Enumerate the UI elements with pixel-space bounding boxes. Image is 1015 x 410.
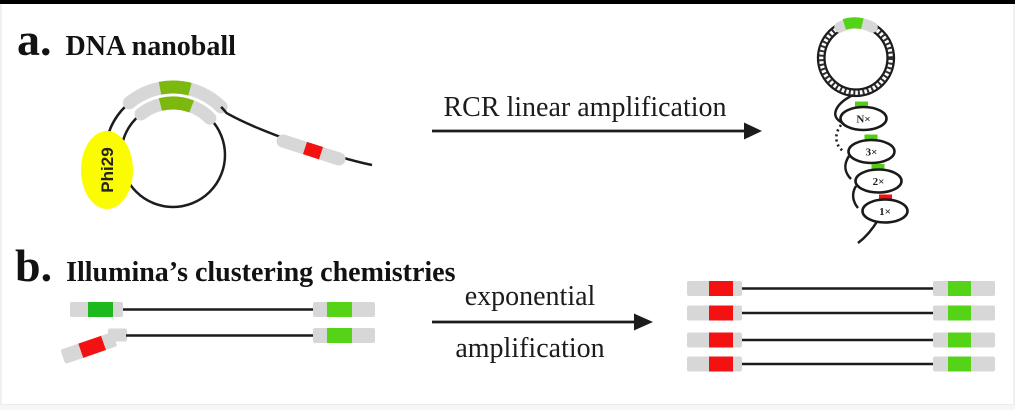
panel-b-name: Illumina’s clustering chemistries <box>66 257 456 288</box>
connector-2x-1x <box>851 185 859 209</box>
input-fragment-2 <box>60 328 375 364</box>
prod4-red-adapter <box>709 356 733 372</box>
illumina-input-fragments <box>60 302 375 364</box>
prod2-green-adapter <box>948 305 971 321</box>
connector-dotted <box>835 124 844 153</box>
tail-adapter-red-site <box>302 141 324 160</box>
frag1-dark-green-adapter <box>88 302 113 317</box>
panel-b-title: b. Illumina’s clustering chemistries <box>15 243 455 289</box>
loop-nx-green-tick <box>855 101 868 107</box>
loop-nx: N× <box>839 101 888 132</box>
loop-2x-ellipse <box>854 168 903 194</box>
loop-2x-green-tick <box>871 164 885 170</box>
prod2-red-adapter <box>709 305 733 321</box>
frag1-bright-green-adapter <box>327 302 352 317</box>
frag2-hinge-cap <box>108 328 127 342</box>
panel-b-letter: b. <box>15 240 53 291</box>
loop-3x-ellipse <box>847 138 896 165</box>
product-fragment-3 <box>687 332 995 348</box>
loop-1x-ellipse <box>861 198 909 224</box>
exp-arrow-label-bottom: amplification <box>455 333 604 364</box>
nanoball-outer-ring <box>816 18 896 98</box>
illumina-product-fragments <box>687 281 995 372</box>
prod3-green-adapter <box>948 332 971 348</box>
connector-3x-2x <box>844 155 852 180</box>
frag2-bent-end <box>60 332 117 364</box>
exp-arrow-head <box>634 313 653 331</box>
phi29-enzyme <box>81 131 133 209</box>
product-fragment-4 <box>687 356 995 372</box>
dna-nanoball-template: Phi29 <box>81 80 373 209</box>
prod4-green-adapter <box>948 356 971 372</box>
frag2-bright-green-adapter <box>327 328 352 343</box>
frame-bottom-edge <box>0 404 1015 410</box>
loop-1x-red-tick <box>879 194 892 200</box>
rcr-arrow-label: RCR linear amplification <box>443 92 726 123</box>
strand-tail <box>220 106 373 167</box>
phi29-label: Phi29 <box>98 147 117 192</box>
loop-3x: 3× <box>847 134 896 165</box>
outer-adapter-green-site <box>158 80 192 96</box>
frame-right-edge <box>1013 4 1015 410</box>
loop-2x: 2× <box>854 164 903 194</box>
loop-3x-green-tick <box>864 134 878 140</box>
panel-a-letter: a. <box>17 14 52 65</box>
loop-1x: 1× <box>861 194 909 224</box>
frame-left-edge <box>0 4 2 410</box>
product-tail <box>857 219 880 244</box>
panel-a-title: a. DNA nanoball <box>17 17 236 63</box>
nanoball-inner-ring <box>823 25 889 91</box>
prod1-red-adapter <box>709 281 733 296</box>
prod1-green-adapter <box>948 281 971 296</box>
loop-nx-label: N× <box>856 114 870 126</box>
product-fragment-2 <box>687 305 995 321</box>
exponential-arrow: exponential amplification <box>432 281 653 364</box>
loop-3x-label: 3× <box>866 147 878 159</box>
loop-2x-label: 2× <box>873 176 885 188</box>
exp-arrow-label-top: exponential <box>465 281 596 312</box>
panel-a-name: DNA nanoball <box>65 31 236 62</box>
rcr-arrow-head <box>744 122 762 140</box>
frame-top-edge <box>0 0 1015 4</box>
nanoball-coil-texture <box>819 21 893 95</box>
rcr-arrow: RCR linear amplification <box>432 92 762 140</box>
input-fragment-1 <box>70 302 375 317</box>
nanoball-adapter-green <box>842 17 864 30</box>
loop-nx-ellipse <box>839 105 888 132</box>
dna-nanoball-product: N× 3× 2× 1× <box>816 17 909 244</box>
inner-adapter-green-site <box>158 96 194 113</box>
loop-1x-label: 1× <box>879 206 891 218</box>
prod3-red-adapter <box>709 332 733 348</box>
product-fragment-1 <box>687 281 995 296</box>
frag2-red-adapter <box>78 335 106 358</box>
